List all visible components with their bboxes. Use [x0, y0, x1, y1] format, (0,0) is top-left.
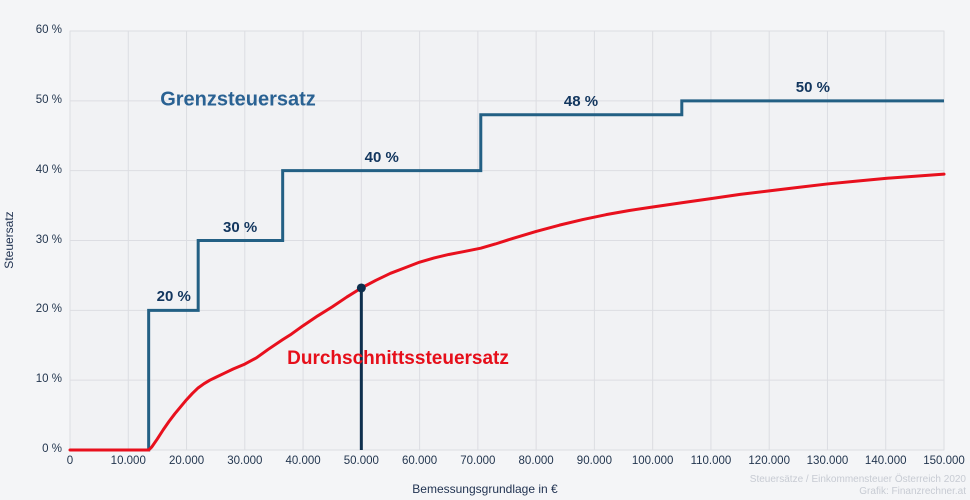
attribution: Steuersätze / Einkommensteuer Österreich… — [750, 474, 966, 498]
x-tick-label: 40.000 — [285, 455, 321, 467]
marker-dot — [356, 283, 366, 293]
x-tick-label: 150.000 — [923, 455, 965, 467]
step-rate-label: 20 % — [156, 288, 191, 306]
x-tick-label: 90.000 — [576, 455, 612, 467]
x-tick-label: 20.000 — [168, 455, 205, 467]
durchschnittssteuersatz-curve — [68, 172, 946, 452]
y-tick-label: 0 % — [42, 443, 62, 455]
x-tick-label: 110.000 — [690, 455, 732, 467]
x-axis-title: Bemessungsgrundlage in € — [412, 482, 558, 496]
step-rate-label: 50 % — [795, 78, 830, 96]
x-tick-label: 0 — [66, 455, 74, 467]
series-label-durchschnittssteuersatz: Durchschnittssteuersatz — [287, 348, 509, 369]
x-tick-label: 50.000 — [343, 455, 379, 467]
y-tick-label: 50 % — [35, 93, 62, 106]
x-tick-label: 120.000 — [748, 455, 790, 467]
x-tick-label: 60.000 — [402, 455, 438, 467]
y-tick-label: 60 % — [35, 24, 62, 36]
y-tick-label: 10 % — [35, 373, 62, 386]
x-tick-label: 130.000 — [806, 455, 849, 467]
x-tick-label: 80.000 — [518, 455, 554, 467]
x-tick-label: 10.000 — [110, 455, 146, 467]
attribution-line-1: Steuersätze / Einkommensteuer Österreich… — [749, 474, 966, 485]
x-tick-label: 30.000 — [227, 455, 263, 467]
y-tick-label: 40 % — [35, 163, 62, 176]
step-rate-label: 48 % — [563, 92, 599, 110]
x-tick-label: 100.000 — [631, 455, 674, 467]
x-tick-label: 140.000 — [864, 455, 907, 467]
grenzsteuersatz-step-line — [70, 99, 944, 452]
attribution-line-2: Grafik: Finanzrechner.at — [859, 486, 966, 497]
step-rate-label: 30 % — [223, 218, 258, 236]
step-rate-label: 40 % — [364, 148, 399, 166]
y-tick-label: 30 % — [35, 233, 62, 246]
y-axis-title: Steuersatz — [2, 211, 16, 269]
y-tick-label: 20 % — [35, 303, 62, 316]
x-tick-label: 70.000 — [460, 455, 496, 467]
series-label-grenzsteuersatz: Grenzsteuersatz — [160, 88, 316, 111]
